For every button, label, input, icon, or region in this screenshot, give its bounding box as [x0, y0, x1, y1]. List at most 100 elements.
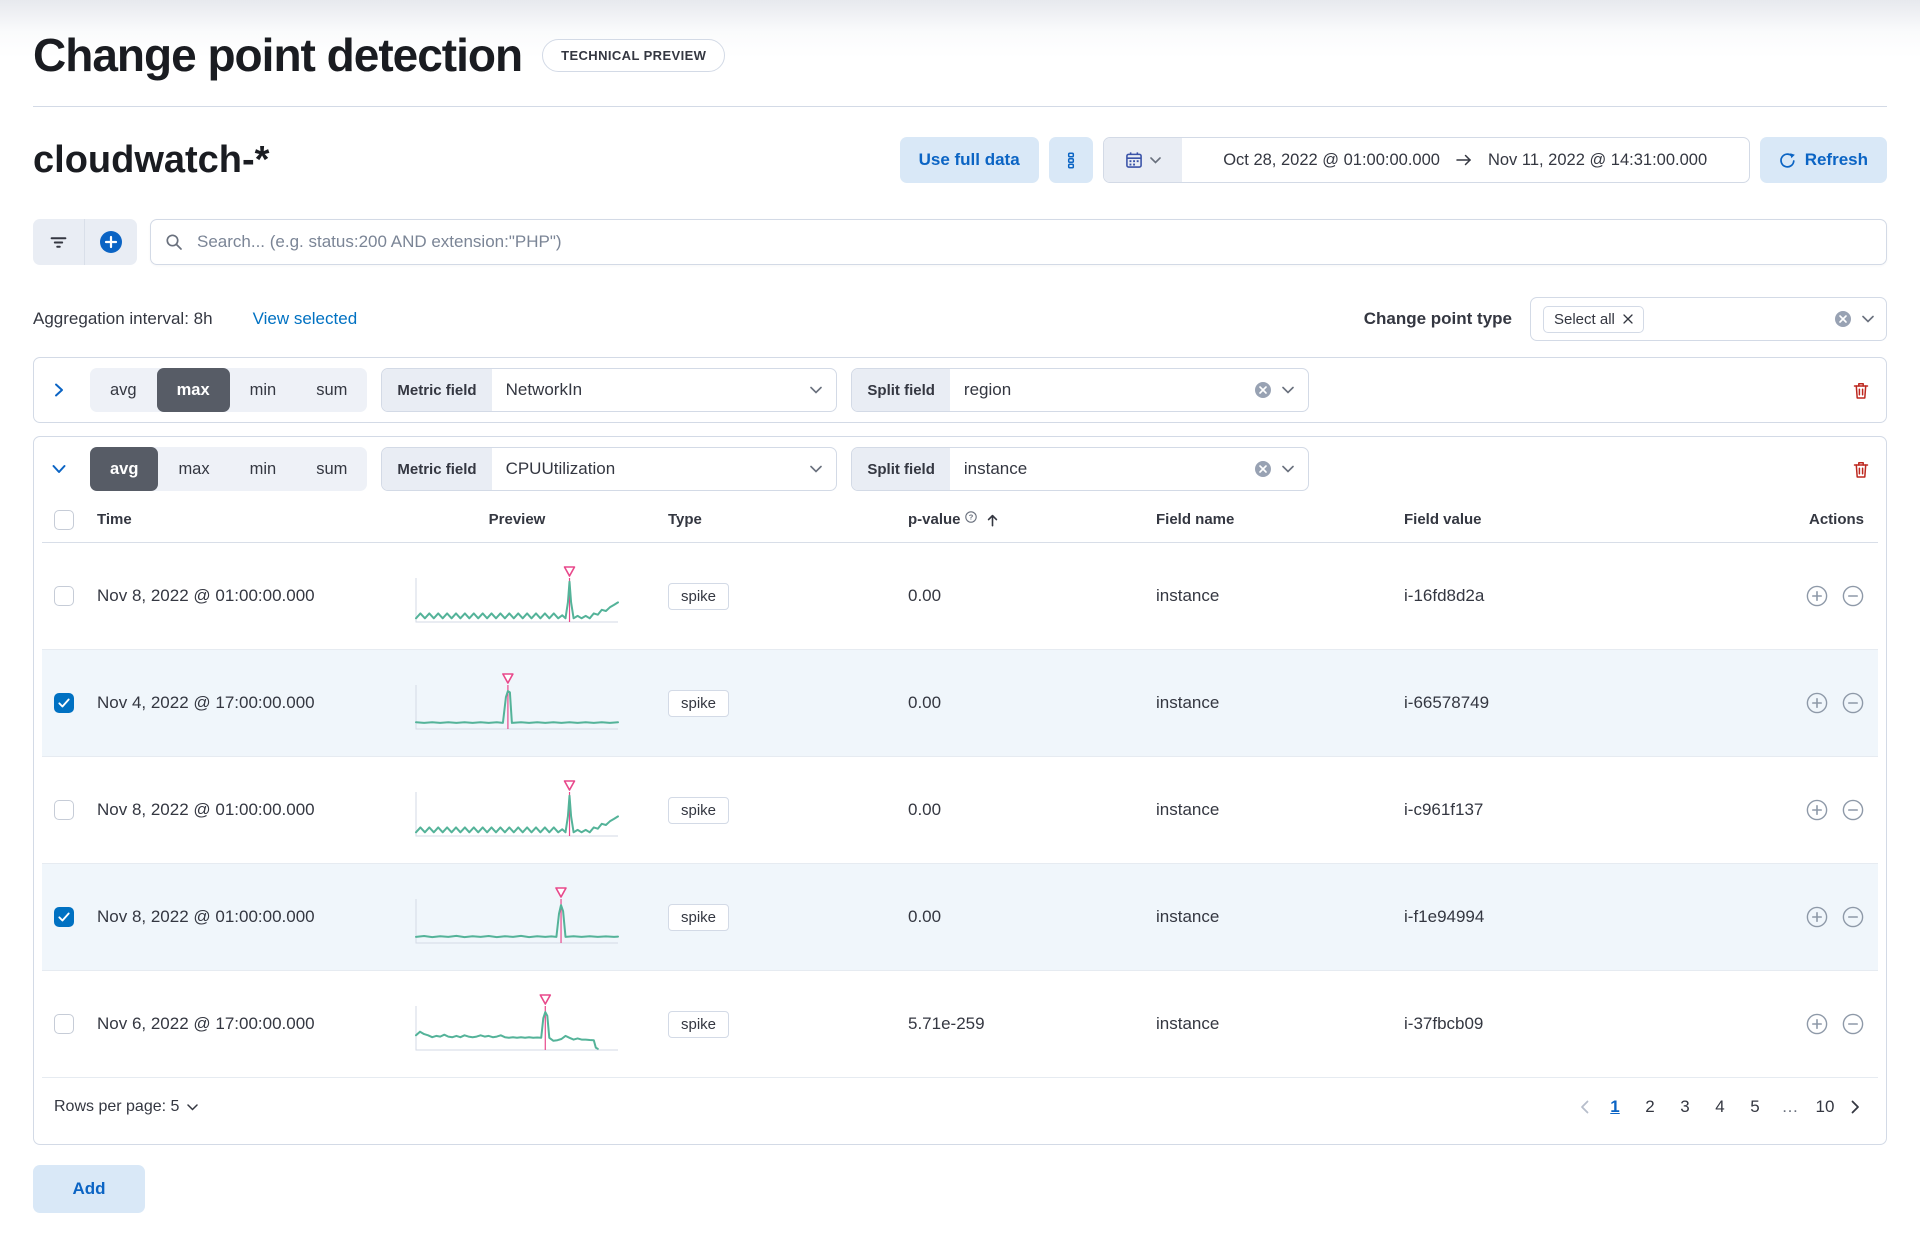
pagination-prev-button[interactable] [1574, 1100, 1595, 1114]
delete-config-button[interactable] [1852, 381, 1870, 400]
agg-fn-sum-button[interactable]: sum [296, 447, 367, 491]
metric-field-value: NetworkIn [505, 380, 583, 399]
agg-fn-sum-button[interactable]: sum [296, 368, 367, 412]
filter-out-value-button[interactable] [1842, 906, 1864, 928]
search-row [33, 219, 1887, 265]
row-field-value: i-f1e94994 [1404, 907, 1485, 926]
search-input[interactable] [150, 219, 1887, 265]
add-config-button[interactable]: Add [33, 1165, 145, 1213]
view-selected-link[interactable]: View selected [252, 309, 358, 328]
change-point-sparkline [415, 780, 619, 837]
filter-out-value-button[interactable] [1842, 799, 1864, 821]
expand-toggle-button[interactable] [42, 373, 76, 407]
pagination-page-3[interactable]: 3 [1680, 1097, 1690, 1116]
agg-fn-max-button[interactable]: max [156, 368, 230, 412]
row-field-value: i-16fd8d2a [1404, 586, 1485, 605]
filter-out-value-button[interactable] [1842, 692, 1864, 714]
plus-circle-outline-icon [1806, 585, 1828, 607]
chevron-down-icon[interactable] [1862, 315, 1874, 323]
filter-for-value-button[interactable] [1806, 906, 1828, 928]
pill-close-icon[interactable] [1623, 314, 1633, 324]
check-icon [58, 698, 70, 708]
change-point-config-panel-1: avg max min sum Metric field NetworkIn Spli… [33, 357, 1887, 423]
minus-circle-icon [1842, 585, 1864, 607]
pagination-page-2[interactable]: 2 [1645, 1097, 1655, 1116]
date-range[interactable]: Oct 28, 2022 @ 01:00:00.000 Nov 11, 2022… [1182, 138, 1749, 182]
agg-function-group: avg max min sum [90, 368, 368, 412]
select-all-checkbox[interactable] [54, 509, 74, 530]
clear-icon[interactable] [1254, 460, 1272, 478]
row-checkbox[interactable] [54, 586, 74, 606]
filter-out-value-button[interactable] [1842, 1013, 1864, 1035]
chevron-down-icon [51, 461, 67, 477]
index-pattern-title: cloudwatch-* [33, 138, 270, 181]
agg-fn-avg-button[interactable]: avg [90, 447, 159, 491]
chevron-down-icon [810, 386, 823, 394]
metric-field-select[interactable]: CPUUtilization [492, 448, 837, 490]
change-type-badge: spike [668, 1010, 730, 1038]
add-filter-button[interactable] [85, 219, 137, 265]
pagination-page-10[interactable]: 10 [1815, 1097, 1835, 1116]
filter-for-value-button[interactable] [1806, 799, 1828, 821]
agg-fn-min-button[interactable]: min [230, 447, 297, 491]
agg-fn-avg-button[interactable]: avg [90, 368, 157, 412]
delete-config-button[interactable] [1852, 460, 1870, 479]
metric-field-select[interactable]: NetworkIn [492, 369, 837, 411]
aggregation-interval-label: Aggregation interval: 8h [33, 309, 213, 328]
row-actions [1678, 692, 1878, 714]
pagination-page-1[interactable]: 1 [1610, 1097, 1620, 1116]
check-icon [58, 912, 70, 922]
header-divider [33, 106, 1887, 107]
chevron-left-icon [1580, 1100, 1589, 1114]
filter-button[interactable] [33, 219, 85, 265]
filter-for-value-button[interactable] [1806, 585, 1828, 607]
change-point-config-panel-2: avg max min sum Metric field CPUUtilization… [33, 436, 1887, 1145]
date-range-end[interactable]: Nov 11, 2022 @ 14:31:00.000 [1487, 150, 1708, 169]
th-preview: Preview [488, 511, 546, 528]
row-checkbox[interactable] [54, 1014, 74, 1034]
filter-for-value-button[interactable] [1806, 1013, 1828, 1035]
change-point-type-combobox[interactable]: Select all [1530, 297, 1887, 341]
meta-row: Aggregation interval: 8h View selected C… [33, 297, 1887, 341]
row-time: Nov 4, 2022 @ 17:00:00.000 [97, 693, 315, 712]
filter-out-value-button[interactable] [1842, 585, 1864, 607]
selected-type-pill[interactable]: Select all [1543, 305, 1644, 333]
change-point-sparkline [415, 994, 618, 1051]
filter-icon [50, 234, 67, 251]
pagination-page-5[interactable]: 5 [1750, 1097, 1760, 1116]
minus-circle-icon [1842, 692, 1864, 714]
row-checkbox[interactable] [54, 907, 74, 927]
refresh-icon [1779, 152, 1796, 169]
clear-icon[interactable] [1834, 310, 1852, 328]
clear-icon[interactable] [1254, 381, 1272, 399]
metric-field-value: CPUUtilization [505, 459, 616, 478]
refresh-label: Refresh [1804, 150, 1868, 169]
split-field-select[interactable]: instance [950, 448, 1309, 490]
date-picker-quick-menu[interactable] [1103, 138, 1182, 182]
pagination-next-button[interactable] [1845, 1100, 1866, 1114]
rows-per-page-select[interactable]: Rows per page: 5 [54, 1098, 199, 1116]
chevron-right-icon [1851, 1100, 1860, 1114]
row-checkbox[interactable] [54, 800, 74, 820]
split-field-select[interactable]: region [950, 369, 1309, 411]
metric-field-control: Metric field NetworkIn [381, 368, 838, 412]
chevron-down-icon [1282, 386, 1295, 394]
refresh-button[interactable]: Refresh [1759, 137, 1887, 183]
row-checkbox[interactable] [54, 693, 74, 713]
pagination-page-4[interactable]: 4 [1715, 1097, 1725, 1116]
agg-fn-min-button[interactable]: min [230, 368, 297, 412]
svg-text:?: ? [968, 513, 973, 522]
change-point-sparkline [415, 887, 619, 944]
query-menu-button[interactable] [1048, 137, 1093, 183]
row-type: spike [642, 796, 882, 824]
collapse-toggle-button[interactable] [42, 452, 76, 486]
th-p-value[interactable]: p-value ? [882, 511, 1130, 528]
filter-for-value-button[interactable] [1806, 692, 1828, 714]
chevron-down-icon [1282, 465, 1295, 473]
date-range-start[interactable]: Oct 28, 2022 @ 01:00:00.000 [1223, 150, 1440, 169]
agg-fn-max-button[interactable]: max [158, 447, 229, 491]
th-time[interactable]: Time [97, 511, 132, 528]
trash-icon [1852, 381, 1870, 400]
plus-circle-icon [99, 230, 123, 254]
use-full-data-button[interactable]: Use full data [899, 137, 1039, 183]
